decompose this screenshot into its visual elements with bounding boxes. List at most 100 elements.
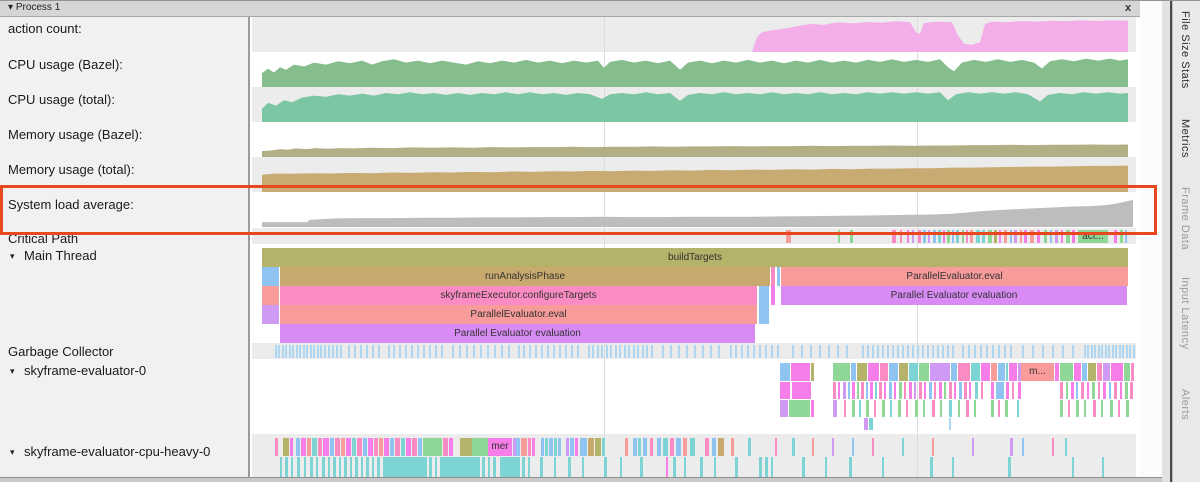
evaluator-slice[interactable]	[1114, 382, 1117, 399]
critical-path-slice[interactable]	[1014, 230, 1017, 243]
gc-tick[interactable]	[324, 345, 326, 358]
evaluator-slice[interactable]	[906, 400, 908, 417]
cpu-heavy-slice[interactable]	[633, 438, 637, 456]
gc-tick[interactable]	[296, 345, 298, 358]
critical-path-slice[interactable]	[1061, 230, 1063, 243]
evaluator-slice[interactable]	[1124, 363, 1130, 381]
cpu-heavy-slice[interactable]	[663, 438, 668, 456]
evaluator-slice[interactable]	[991, 400, 994, 417]
cpu-heavy-slice[interactable]	[357, 438, 362, 456]
process-header[interactable]: ▾ Process 1	[0, 1, 1140, 17]
gc-tick[interactable]	[922, 345, 924, 358]
gc-tick[interactable]	[393, 345, 395, 358]
counter-chart-cpu_total[interactable]	[252, 87, 1136, 122]
evaluator-slice[interactable]	[1076, 400, 1079, 417]
gc-tick[interactable]	[1112, 345, 1114, 358]
critical-path-slice[interactable]	[933, 230, 936, 243]
cpu-heavy-slice[interactable]	[296, 438, 300, 456]
gc-tick[interactable]	[892, 345, 894, 358]
evaluator-slice[interactable]	[884, 382, 886, 399]
cpu-heavy-slice[interactable]	[406, 438, 411, 456]
gc-tick[interactable]	[597, 345, 599, 358]
evaluator-slice[interactable]	[991, 382, 994, 399]
cpu-heavy-slice[interactable]	[673, 457, 676, 477]
cpu-heavy-slice[interactable]	[1072, 457, 1074, 477]
gc-tick[interactable]	[646, 345, 648, 358]
cpu-heavy-slice[interactable]	[285, 457, 288, 477]
gc-tick[interactable]	[508, 345, 510, 358]
gc-tick[interactable]	[1105, 345, 1107, 358]
gc-tick[interactable]	[1084, 345, 1086, 358]
evaluator-slice[interactable]	[894, 382, 896, 399]
evaluator-slice[interactable]	[1071, 382, 1074, 399]
evaluator-slice[interactable]	[1018, 363, 1021, 381]
counter-chart-action_count[interactable]	[252, 17, 1136, 52]
gc-tick[interactable]	[747, 345, 749, 358]
gc-tick[interactable]	[718, 345, 720, 358]
critical-path-slice[interactable]	[1072, 230, 1075, 243]
cpu-heavy-slice[interactable]	[582, 457, 584, 477]
cpu-heavy-slice[interactable]	[310, 457, 313, 477]
main-thread-slice[interactable]: ParallelEvaluator.eval	[781, 267, 1128, 286]
cpu-heavy-slice[interactable]	[657, 438, 661, 456]
evaluator-slice[interactable]	[949, 418, 951, 430]
evaluator-slice[interactable]	[919, 363, 929, 381]
gc-tick[interactable]	[423, 345, 425, 358]
chevron-down-icon[interactable]: ▾	[10, 447, 15, 457]
evaluator-slice[interactable]	[870, 382, 873, 399]
cpu-heavy-slice[interactable]	[882, 457, 884, 477]
gc-tick[interactable]	[710, 345, 712, 358]
evaluator-slice[interactable]	[866, 400, 869, 417]
cpu-heavy-slice[interactable]	[307, 438, 311, 456]
cpu-heavy-slice[interactable]	[541, 438, 544, 456]
gc-tick[interactable]	[378, 345, 380, 358]
cpu-heavy-slice[interactable]	[748, 438, 751, 456]
cpu-heavy-slice[interactable]	[322, 457, 325, 477]
evaluator-slice[interactable]	[975, 382, 978, 399]
cpu-heavy-slice[interactable]	[318, 438, 322, 456]
evaluator-slice[interactable]	[1097, 363, 1102, 381]
gc-tick[interactable]	[487, 345, 489, 358]
gc-tick[interactable]	[571, 345, 573, 358]
main-thread-slice[interactable]	[262, 267, 279, 286]
cpu-heavy-slice[interactable]	[335, 438, 340, 456]
gc-tick[interactable]	[927, 345, 929, 358]
gc-tick[interactable]	[771, 345, 773, 358]
tab-metrics[interactable]: Metrics	[1179, 119, 1191, 158]
evaluator-slice[interactable]	[1084, 400, 1086, 417]
cpu-heavy-slice[interactable]	[291, 457, 293, 477]
gc-tick[interactable]	[615, 345, 617, 358]
critical-path-slice[interactable]	[1055, 230, 1058, 243]
evaluator-slice[interactable]	[1126, 400, 1129, 417]
cpu-heavy-slice[interactable]	[280, 457, 282, 477]
cpu-heavy-slice[interactable]	[440, 457, 480, 477]
main-thread-slice[interactable]	[771, 267, 775, 286]
gc-tick[interactable]	[968, 345, 970, 358]
critical-path-slice[interactable]	[912, 230, 914, 243]
gc-tick[interactable]	[624, 345, 626, 358]
evaluator-slice[interactable]	[869, 418, 873, 430]
gc-tick[interactable]	[902, 345, 904, 358]
evaluator-slice[interactable]	[868, 363, 879, 381]
cpu-heavy-slice[interactable]	[374, 438, 378, 456]
cpu-heavy-slice[interactable]	[930, 457, 933, 477]
gc-tick[interactable]	[535, 345, 537, 358]
cpu-heavy-slice[interactable]	[545, 438, 548, 456]
critical-path-slice[interactable]	[928, 230, 930, 243]
evaluator-slice[interactable]	[1110, 400, 1113, 417]
gc-tick[interactable]	[577, 345, 579, 358]
evaluator-slice[interactable]	[880, 363, 888, 381]
gc-tick[interactable]	[565, 345, 567, 358]
cpu-heavy-slice[interactable]	[666, 457, 668, 477]
evaluator-slice[interactable]	[843, 382, 846, 399]
evaluator-slice[interactable]	[1131, 363, 1134, 381]
gc-tick[interactable]	[473, 345, 475, 358]
gc-tick[interactable]	[399, 345, 401, 358]
gc-tick[interactable]	[980, 345, 982, 358]
gc-tick[interactable]	[1010, 345, 1012, 358]
timeline-canvas[interactable]: act... buildTargets runAnalysisPhase Parall…	[252, 1, 1136, 477]
sidebar-item-skyframe-evaluator-0[interactable]: ▾ skyframe-evaluator-0	[10, 363, 147, 378]
cpu-heavy-slice[interactable]	[700, 457, 703, 477]
main-thread-slice[interactable]: buildTargets	[262, 248, 1128, 267]
gc-tick[interactable]	[372, 345, 374, 358]
